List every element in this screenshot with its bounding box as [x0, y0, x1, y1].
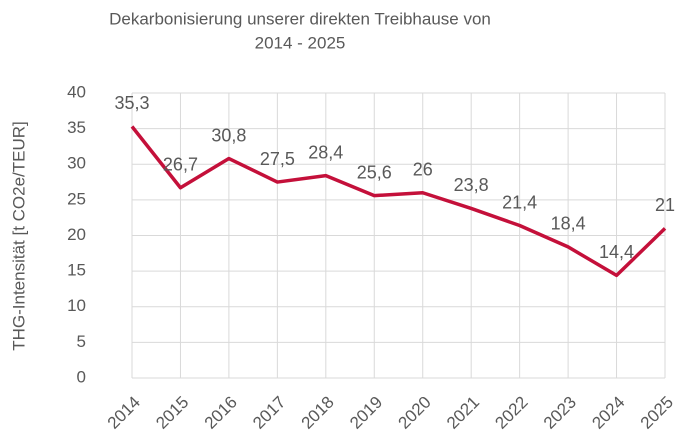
data-label: 30,8 [211, 125, 246, 145]
data-label: 25,6 [357, 162, 392, 182]
data-label: 21 [655, 195, 675, 215]
data-label: 35,3 [114, 93, 149, 113]
y-tick-label: 25 [67, 189, 86, 208]
data-label: 26,7 [163, 155, 198, 175]
y-tick-label: 0 [77, 367, 86, 386]
y-tick-label: 40 [67, 82, 86, 101]
x-tick-label: 2014 [104, 393, 144, 433]
x-tick-label: 2025 [637, 393, 677, 433]
data-label: 27,5 [260, 149, 295, 169]
data-label: 18,4 [551, 214, 586, 234]
data-label: 23,8 [454, 175, 489, 195]
y-tick-label: 15 [67, 261, 86, 280]
y-axis-label: THG-Intensität [t CO2e/TEUR] [9, 121, 28, 351]
chart-title: 2014 - 2025 [255, 33, 346, 52]
x-tick-label: 2020 [395, 393, 435, 433]
line [130, 125, 667, 278]
x-tick-label: 2016 [201, 393, 241, 433]
data-label: 26 [413, 160, 433, 180]
y-tick-label: 30 [67, 154, 86, 173]
x-tick-label: 2015 [152, 393, 192, 433]
x-tick-label: 2022 [491, 393, 531, 433]
y-tick-label: 35 [67, 118, 86, 137]
data-label: 21,4 [502, 192, 537, 212]
x-tick-label: 2019 [346, 393, 386, 433]
x-tick-label: 2023 [540, 393, 580, 433]
y-tick-label: 10 [67, 296, 86, 315]
y-tick-label: 5 [77, 332, 86, 351]
data-label: 28,4 [308, 142, 343, 162]
x-tick-label: 2021 [443, 393, 483, 433]
y-tick-label: 20 [67, 225, 86, 244]
data-label: 14,4 [599, 242, 634, 262]
x-tick-label: 2024 [588, 393, 628, 433]
x-tick-label: 2018 [298, 393, 338, 433]
x-tick-label: 2017 [249, 393, 289, 433]
chart-title: Dekarbonisierung unserer direkten Treibh… [109, 9, 491, 28]
